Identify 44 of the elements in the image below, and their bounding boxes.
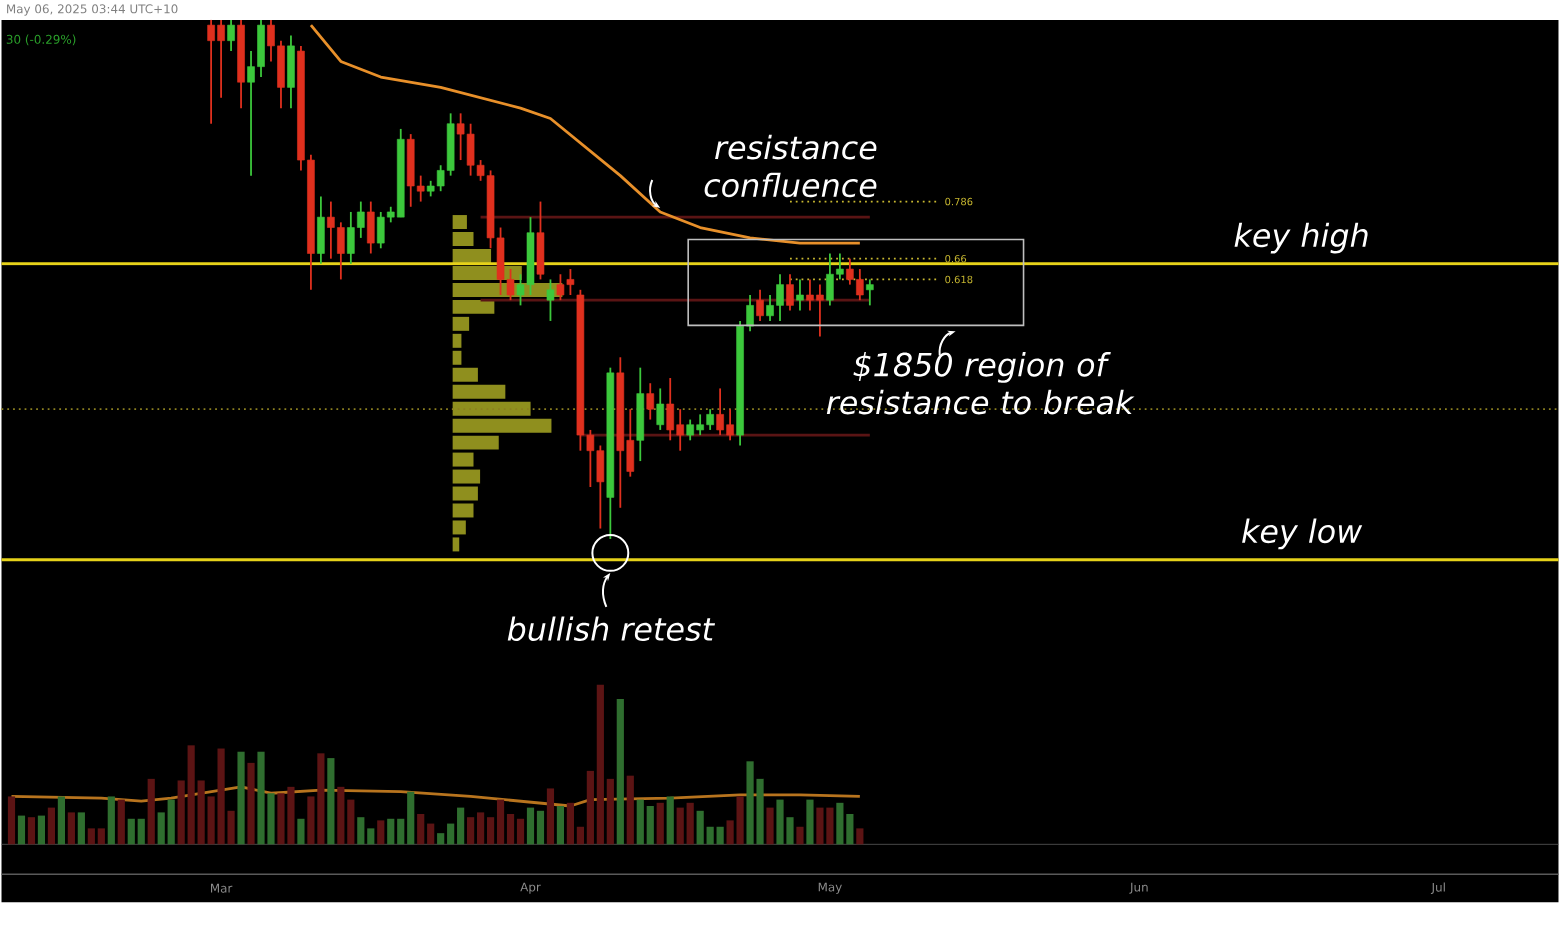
bar bbox=[247, 762, 255, 845]
candlestick bbox=[786, 273, 794, 312]
candlestick bbox=[227, 18, 235, 52]
candlestick bbox=[866, 278, 874, 307]
bar bbox=[666, 796, 674, 845]
bar bbox=[327, 758, 335, 845]
candlestick bbox=[367, 200, 375, 255]
bar bbox=[17, 815, 26, 845]
bar bbox=[47, 807, 56, 845]
candlestick bbox=[656, 387, 665, 431]
bar bbox=[57, 796, 65, 845]
ref-line-label: key high bbox=[1234, 222, 1368, 254]
bar bbox=[616, 698, 624, 845]
bar bbox=[77, 812, 85, 845]
bar bbox=[37, 815, 46, 845]
candlestick bbox=[317, 195, 325, 265]
annotation: $1850 region of resistance to break bbox=[826, 351, 1135, 415]
bar bbox=[556, 805, 565, 845]
ref-line-label: key low bbox=[1242, 518, 1363, 550]
bar bbox=[806, 799, 814, 845]
candlestick bbox=[287, 34, 295, 109]
bar bbox=[856, 828, 864, 845]
bar bbox=[67, 812, 75, 845]
candlestick bbox=[646, 382, 655, 421]
annotation: resistance confluence bbox=[704, 134, 877, 198]
bar bbox=[237, 751, 245, 845]
candlestick bbox=[796, 278, 804, 312]
bar bbox=[796, 826, 804, 845]
bar bbox=[377, 820, 385, 845]
bar bbox=[107, 796, 115, 845]
bar bbox=[656, 802, 664, 845]
bar bbox=[147, 778, 155, 845]
candlestick bbox=[756, 288, 764, 322]
bar bbox=[626, 775, 634, 845]
bar bbox=[766, 807, 774, 845]
annotation: bullish retest bbox=[507, 616, 716, 641]
bar bbox=[546, 788, 555, 845]
candlestick bbox=[546, 278, 555, 322]
bar bbox=[27, 817, 36, 845]
bar bbox=[7, 796, 16, 845]
bar bbox=[297, 818, 305, 845]
candlestick bbox=[636, 366, 645, 462]
bar bbox=[117, 799, 125, 845]
candlestick bbox=[536, 200, 545, 281]
